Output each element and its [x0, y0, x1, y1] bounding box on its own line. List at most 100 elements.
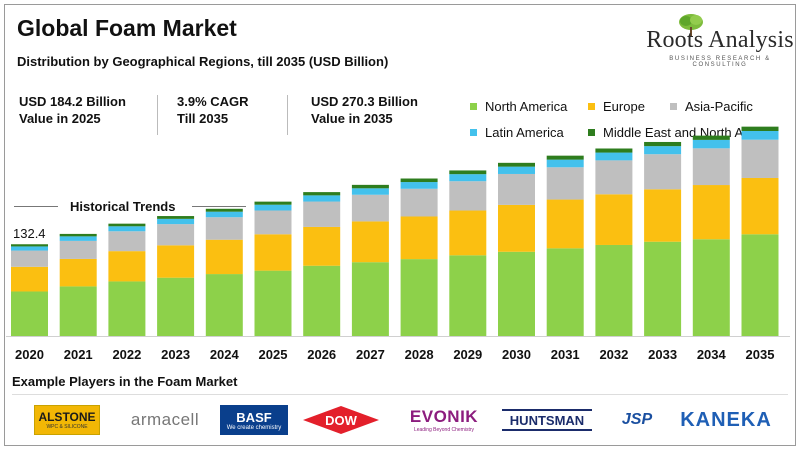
bar-segment-2035-middle-east-and-north-africa: [741, 126, 779, 131]
bar-segment-2022-middle-east-and-north-africa: [108, 223, 146, 227]
bar-segment-2024-europe: [205, 239, 243, 275]
x-tick-label-2020: 2020: [15, 347, 44, 362]
bar-segment-2024-latin-america: [205, 211, 243, 218]
x-tick-label-2031: 2031: [551, 347, 580, 362]
bar-segment-2031-asia-pacific: [546, 167, 584, 200]
bar-segment-2022-north-america: [108, 281, 146, 336]
bar-segment-2027-latin-america: [351, 188, 389, 195]
bar-segment-2035-europe: [741, 177, 779, 235]
historical-trend-line-left: [14, 206, 58, 207]
bar-segment-2026-europe: [303, 226, 341, 266]
legend-label: Europe: [603, 99, 645, 114]
bar-segment-2031-europe: [546, 199, 584, 249]
bar-segment-2030-north-america: [498, 251, 535, 336]
bar-segment-2020-middle-east-and-north-africa: [11, 244, 48, 247]
bar-segment-2034-europe: [692, 185, 730, 240]
bar-segment-2024-north-america: [205, 274, 243, 336]
bar-segment-2025-asia-pacific: [254, 210, 292, 235]
stat-divider: [157, 95, 158, 135]
bar-segment-2026-latin-america: [303, 195, 341, 202]
bar-segment-2032-asia-pacific: [595, 160, 633, 195]
x-tick-label-2022: 2022: [112, 347, 141, 362]
bar-segment-2029-north-america: [449, 255, 487, 336]
bar-segment-2021-north-america: [59, 286, 97, 336]
bar-segment-2030-latin-america: [498, 166, 535, 174]
evonik-tagline: Leading Beyond Chemistry: [413, 427, 475, 433]
alstone-tagline: WPC & SILICONE: [46, 424, 88, 430]
bar-segment-2027-asia-pacific: [351, 194, 389, 222]
stat-2025-value: USD 184.2 Billion Value in 2025: [19, 93, 126, 127]
legend-item-europe: Europe: [588, 99, 645, 114]
bar-segment-2024-asia-pacific: [205, 217, 243, 240]
bar-segment-2034-asia-pacific: [692, 148, 730, 186]
bar-segment-2034-latin-america: [692, 139, 730, 149]
bar-segment-2033-north-america: [644, 241, 682, 336]
stat-divider: [287, 95, 288, 135]
bar-segment-2031-latin-america: [546, 159, 584, 168]
legend-label: North America: [485, 99, 568, 114]
bar-segment-2035-north-america: [741, 234, 779, 336]
armacell-name: armacell: [130, 410, 200, 429]
bar-segment-2023-latin-america: [157, 218, 195, 225]
x-tick-label-2030: 2030: [502, 347, 531, 362]
legend-item-asia-pacific: Asia-Pacific: [670, 99, 753, 114]
bar-segment-2029-latin-america: [449, 174, 487, 182]
bar-segment-2032-latin-america: [595, 152, 633, 161]
huntsman-name: HUNTSMAN: [509, 412, 585, 428]
evonik-logo: EVONIK Leading Beyond Chemistry: [396, 405, 492, 435]
stat-2035-value: USD 270.3 Billion Value in 2035: [311, 93, 418, 127]
bar-segment-2028-latin-america: [400, 182, 438, 189]
player-logos-strip: ALSTONE WPC & SILICONE armacell BASF We …: [12, 394, 788, 442]
bar-segment-2025-north-america: [254, 270, 292, 336]
stat-caption-text: Value in 2025: [19, 111, 101, 126]
bar-segment-2026-middle-east-and-north-africa: [303, 192, 341, 196]
bar-segment-2029-asia-pacific: [449, 181, 487, 211]
jsp-logo: JSP: [612, 405, 662, 435]
kaneka-name: KANEKA: [680, 408, 772, 431]
evonik-name: EVONIK: [409, 407, 479, 426]
x-tick-label-2033: 2033: [648, 347, 677, 362]
bar-segment-2022-europe: [108, 251, 146, 282]
historical-trend-line-right: [192, 206, 246, 207]
x-tick-label-2029: 2029: [453, 347, 482, 362]
basf-logo: BASF We create chemistry: [220, 405, 288, 435]
bar-segment-2025-latin-america: [254, 204, 292, 211]
dow-logo: DOW: [302, 405, 380, 435]
bar-segment-2021-asia-pacific: [59, 240, 97, 259]
bar-segment-2020-asia-pacific: [11, 250, 48, 267]
x-tick-label-2024: 2024: [210, 347, 240, 362]
bar-segment-2022-latin-america: [108, 226, 146, 232]
legend-label: Asia-Pacific: [685, 99, 753, 114]
bar-segment-2030-europe: [498, 204, 535, 252]
bar-segment-2031-middle-east-and-north-africa: [546, 155, 584, 160]
legend-item-latin-america: Latin America: [470, 125, 564, 140]
x-tick-label-2028: 2028: [405, 347, 434, 362]
basf-name: BASF: [236, 409, 272, 425]
stat-caption-text: Till 2035: [177, 111, 229, 126]
bar-segment-2033-asia-pacific: [644, 154, 682, 190]
x-tick-label-2026: 2026: [307, 347, 336, 362]
bar-segment-2023-europe: [157, 245, 195, 278]
bar-segment-2033-latin-america: [644, 146, 682, 155]
legend-label: Latin America: [485, 125, 564, 140]
legend-swatch: [588, 129, 595, 136]
historical-trends-label: Historical Trends: [70, 199, 176, 214]
stat-caption-text: Value in 2035: [311, 111, 393, 126]
bar-segment-2028-middle-east-and-north-africa: [400, 178, 438, 183]
bar-segment-2034-middle-east-and-north-africa: [692, 135, 730, 140]
x-tick-label-2027: 2027: [356, 347, 385, 362]
tree-logo-icon: [679, 14, 703, 36]
alstone-logo: ALSTONE WPC & SILICONE: [34, 405, 100, 435]
bar-segment-2030-middle-east-and-north-africa: [498, 162, 535, 167]
legend-swatch: [470, 129, 477, 136]
bar-segment-2027-middle-east-and-north-africa: [351, 184, 389, 189]
x-tick-label-2021: 2021: [64, 347, 93, 362]
bar-segment-2021-middle-east-and-north-africa: [59, 233, 97, 237]
bar-segment-2021-latin-america: [59, 236, 97, 241]
chart-legend: North America Europe Asia-Pacific Latin …: [470, 97, 800, 141]
stat-value-text: 3.9% CAGR: [177, 94, 249, 109]
x-tick-label-2035: 2035: [746, 347, 775, 362]
alstone-name: ALSTONE: [38, 410, 96, 424]
dow-name: DOW: [325, 413, 358, 428]
bar-segment-2032-middle-east-and-north-africa: [595, 148, 633, 153]
